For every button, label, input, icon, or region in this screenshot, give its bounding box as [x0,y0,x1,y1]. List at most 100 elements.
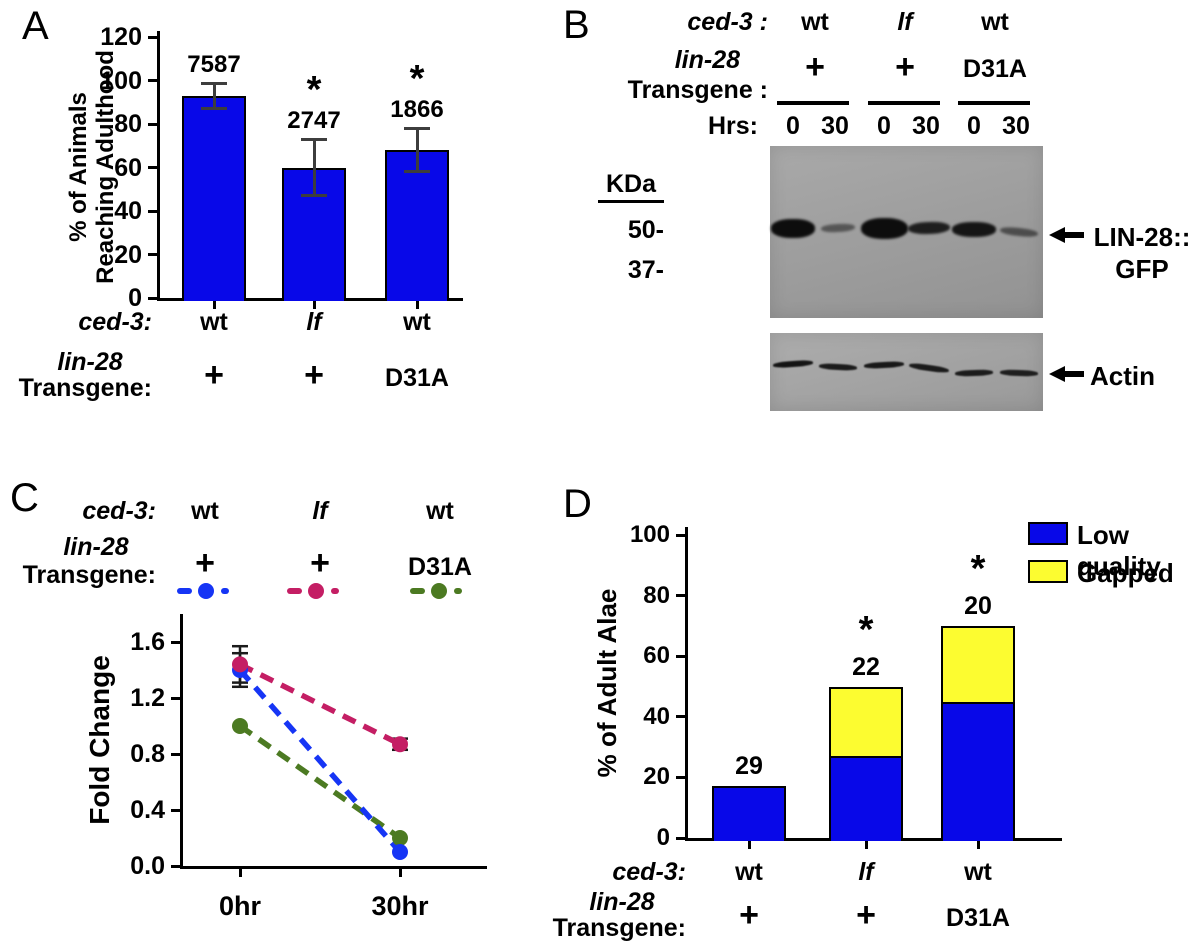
mw-marker-50: 50- [627,216,664,244]
legend-dot [198,583,214,599]
hrs-0-2: 0 [877,112,891,140]
panel-d-x-tick [976,841,980,849]
panel-d-transgene-value-1: + [739,896,759,934]
panel-a-y-axis [157,31,160,301]
blot-band [907,221,951,235]
panel-a-error-cap [301,193,327,197]
panel-c-x-tick [398,869,402,877]
panel-a-y-tick [148,253,157,256]
panel-c-data-point [232,662,248,678]
panel-d-y-tick-label: 0 [656,824,670,851]
panel-a-error-cap [301,138,327,142]
panel-a-y-tick-label: 0 [128,284,142,312]
blot-band [820,223,856,233]
panel-a-y-tick-label: 100 [100,66,142,95]
panel-c-y-tick [171,752,180,756]
panel-c-series-line [237,668,403,854]
panel-a-x-tick [415,301,419,309]
blot-band [999,226,1039,238]
panel-a-ced3-label: ced-3: [78,308,152,336]
panel-c-y-tick [171,640,180,644]
hrs-0-3: 0 [967,112,981,140]
panel-d-ced3-value-3: wt [964,858,992,886]
panel-a-n-label: 7587 [187,50,241,78]
panel-d-y-tick [676,775,685,779]
legend-small-dash [331,588,339,594]
panel-d-y-tick-label: 40 [643,702,670,730]
panel-a-significance-star: * [409,58,425,101]
panel-a-transgene-value-2: + [304,356,324,394]
hrs-30-2: 30 [912,112,940,140]
panel-b-ced3-value-3: wt [981,8,1009,36]
panel-b-ced3-label: ced-3 : [687,8,768,36]
panel-a-y-tick-label: 120 [100,23,142,51]
panel-a-error-cap [201,106,227,110]
panel-c-y-tick-label: 1.6 [130,628,165,656]
panel-b-ced3-value-1: wt [801,8,829,36]
panel-d-bar-low-quality [712,786,786,841]
panel-a-x-tick [312,301,316,309]
hrs-overline-3 [958,101,1030,105]
panel-b-hrs-label: Hrs: [707,112,758,140]
arrow-shaft [1065,371,1084,377]
panel-a-x-tick [212,301,216,309]
panel-c-y-tick-label: 1.2 [130,684,165,712]
panel-d-y-tick [676,836,685,840]
panel-a-transgene-label: Transgene: [18,374,152,402]
panel-c-ced3-label: ced-3: [82,497,156,525]
panel-c-legend-marker [177,583,233,599]
panel-d-n-label: 29 [735,752,763,781]
panel-b-letter: B [563,3,590,47]
panel-c-data-point [232,656,248,673]
panel-a-n-label: 2747 [287,107,341,135]
panel-a-y-tick [148,79,157,82]
panel-a-error-bar [415,128,419,172]
panel-c-data-point [392,844,408,860]
panel-c-x-axis [180,866,487,869]
arrow-shaft [1065,232,1084,238]
panel-c-lin28-label: lin-28 [63,533,129,561]
panel-c-x-tick-label: 0hr [218,891,262,921]
panel-c-legend-marker [287,583,343,599]
panel-a-y-tick-label: 60 [114,153,142,182]
panel-d-y-tick [676,654,685,658]
hrs-overline-2 [868,101,940,105]
legend-dash [410,588,425,594]
panel-c-y-tick-label: 0.4 [130,796,165,824]
panel-d-n-label: 20 [964,591,992,620]
panel-d-y-axis [685,527,688,841]
panel-a-y-tick [148,296,157,300]
panel-c-data-point [392,830,408,846]
panel-a-y-tick [148,166,157,169]
panel-d-transgene-value-2: + [856,896,876,934]
panel-c-ced3-value-2: lf [312,497,328,525]
panel-b-transgene-value-2: + [895,48,915,86]
panel-d-x-tick [747,841,751,849]
panel-d-significance-star: * [970,547,986,590]
legend-dash [177,588,192,594]
panel-a-ced3-value-2: lf [306,308,322,336]
panel-d-ced3-value-2: lf [858,858,874,886]
panel-d-y-tick [676,594,685,598]
panel-c-data-point [232,718,248,734]
panel-a-significance-star: * [306,69,322,112]
panel-d-ced3-value-1: wt [735,858,763,886]
panel-a-y-tick-label: 80 [114,110,142,138]
panel-a-error-bar [312,139,316,196]
hrs-overline-1 [777,101,849,105]
blot-band [863,360,905,370]
legend-dot [308,583,324,599]
panel-c-x-tick-label: 30hr [371,891,429,921]
panel-a-ced3-value-1: wt [200,308,228,336]
panel-a-lin28-label: lin-28 [57,348,123,376]
lin28-gfp-band-label-line1: LIN-28:: [1093,222,1191,252]
hrs-30-3: 30 [1002,112,1030,140]
panel-c-data-point [392,736,408,753]
panel-a-y-tick-label: 40 [114,197,142,225]
panel-d-bar-gapped [829,686,903,757]
panel-d-lin28-label: lin-28 [589,888,655,916]
panel-c-transgene-value-1: + [195,544,215,582]
panel-d-bar-low-quality [941,701,1015,841]
panel-c-y-tick-label: 0.0 [130,852,165,880]
